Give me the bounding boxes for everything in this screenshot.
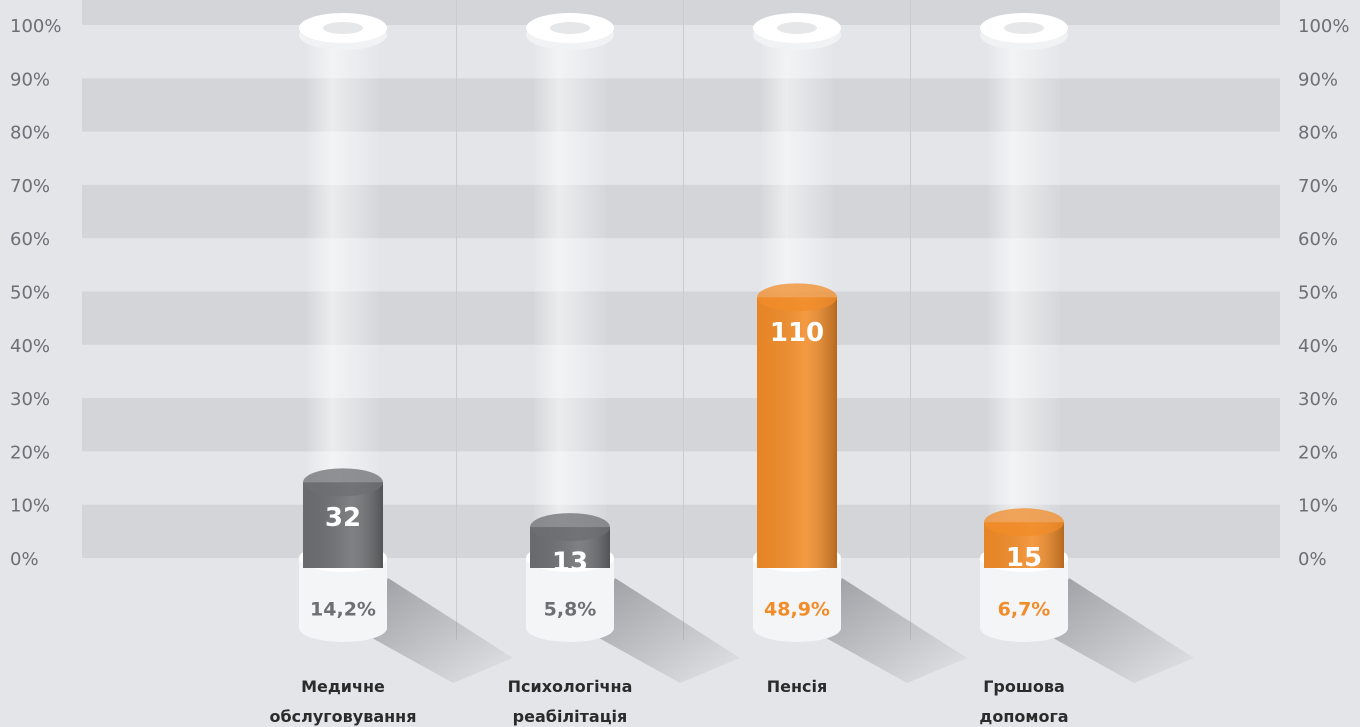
y-tick-label: 50%: [10, 283, 50, 304]
pedestal-base: [526, 614, 614, 642]
tube: [988, 30, 1060, 558]
cylinder: 13 5,8%: [526, 13, 740, 683]
y-tick-label-right: 60%: [1298, 229, 1338, 250]
value-label: 6,7%: [998, 599, 1051, 621]
bar-top: [303, 468, 383, 497]
count-label: 13: [552, 548, 588, 578]
cylinder: 32 14,2%: [299, 13, 513, 683]
y-tick-label: 10%: [10, 496, 50, 517]
y-tick-label: 30%: [10, 389, 50, 410]
shadow: [817, 578, 967, 683]
cylinder: 110 48,9%: [753, 13, 967, 683]
grid-band: [82, 504, 1280, 558]
ring-hole: [550, 22, 590, 34]
y-tick-label-right: 70%: [1298, 176, 1338, 197]
y-tick-label-right: 0%: [1298, 549, 1327, 570]
count-label: 15: [1006, 543, 1042, 573]
bar-top: [530, 513, 610, 542]
value-label: 14,2%: [310, 599, 376, 621]
bar-top: [757, 283, 837, 312]
y-tick-label: 20%: [10, 442, 50, 463]
ring-hole: [1004, 22, 1044, 34]
bar-top: [984, 508, 1064, 537]
tube: [534, 30, 606, 558]
y-tick-label: 80%: [10, 123, 50, 144]
grid-band: [82, 184, 1280, 239]
y-tick-label: 0%: [10, 549, 39, 570]
y-tick-label-right: 90%: [1298, 69, 1338, 90]
y-tick-label-right: 30%: [1298, 389, 1338, 410]
y-tick-label: 40%: [10, 336, 50, 357]
y-tick-label: 60%: [10, 229, 50, 250]
y-tick-label-right: 10%: [1298, 496, 1338, 517]
grid-band: [82, 78, 1280, 132]
y-tick-label: 70%: [10, 176, 50, 197]
bar-shade: [303, 482, 383, 568]
count-label: 110: [770, 318, 824, 348]
y-tick-label-right: 50%: [1298, 283, 1338, 304]
ring-hole: [323, 22, 363, 34]
value-label: 48,9%: [764, 599, 830, 621]
shadow: [363, 578, 513, 683]
y-tick-label-right: 100%: [1298, 16, 1349, 37]
value-label: 5,8%: [544, 599, 597, 621]
category-label: Пенсія: [766, 677, 828, 696]
grid-band: [82, 291, 1280, 345]
count-label: 32: [325, 503, 361, 533]
cylinder: 15 6,7%: [980, 13, 1194, 683]
category-label: Психологічна реабілітація: [507, 677, 633, 726]
pedestal-base: [753, 614, 841, 642]
bar-shade: [757, 297, 837, 568]
pedestal-base: [980, 614, 1068, 642]
y-tick-label-right: 40%: [1298, 336, 1338, 357]
shadow: [590, 578, 740, 683]
pedestal-base: [299, 614, 387, 642]
grid-band: [82, 398, 1280, 452]
category-label: Медичне обслуговування: [269, 677, 417, 726]
y-tick-label-right: 20%: [1298, 442, 1338, 463]
band: [82, 0, 1280, 25]
y-tick-label: 100%: [10, 16, 61, 37]
y-tick-label-right: 80%: [1298, 123, 1338, 144]
category-label: Грошова допомога: [979, 677, 1069, 726]
y-tick-label: 90%: [10, 69, 50, 90]
shadow: [1044, 578, 1194, 683]
ring-hole: [777, 22, 817, 34]
